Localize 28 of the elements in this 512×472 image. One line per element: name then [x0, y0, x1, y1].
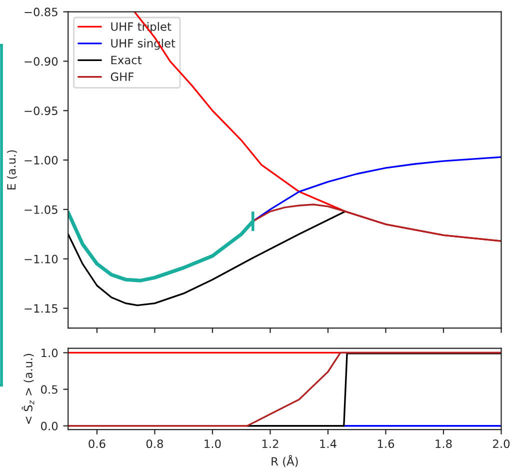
x-tick-label: 0.8: [146, 439, 164, 448]
y-tick-label: −1.10: [24, 254, 58, 264]
x-tick-label: 1.6: [378, 439, 394, 448]
x-tick-label: 2.0: [493, 439, 510, 448]
line-series: [252, 156, 502, 222]
x-tick-label: 1.2: [262, 439, 278, 448]
line-series: [68, 352, 502, 427]
y-tick-label: −1.05: [24, 205, 58, 214]
x-tick-label: 1.4: [320, 440, 336, 448]
y-tick-label: 0.0: [41, 422, 58, 430]
y-tick-label: −0.90: [24, 57, 58, 66]
line-series: [252, 204, 502, 242]
legend-label: GHF: [110, 72, 134, 82]
legend-label: Exact: [111, 56, 142, 64]
y-axis-title: E (a.u.): [6, 150, 18, 190]
x-axis-title: R (Å): [272, 454, 298, 468]
x-tick-label: 0.6: [88, 439, 106, 448]
line-series: [68, 210, 255, 282]
y-tick-label: −0.95: [24, 106, 58, 116]
y-tick-label: 0.5: [41, 385, 58, 394]
x-tick-label: 1.8: [436, 439, 452, 448]
y-axis-title: < Ŝ$_{z}$ > (a.u.): [22, 354, 34, 424]
y-tick-label: 1.0: [42, 348, 58, 358]
x-tick-label: 1.0: [204, 439, 221, 448]
y-tick-label: −0.85: [24, 8, 58, 16]
line-series: [68, 210, 346, 306]
y-tick-label: −1.15: [24, 304, 58, 313]
y-tick-label: −1.00: [24, 156, 58, 165]
